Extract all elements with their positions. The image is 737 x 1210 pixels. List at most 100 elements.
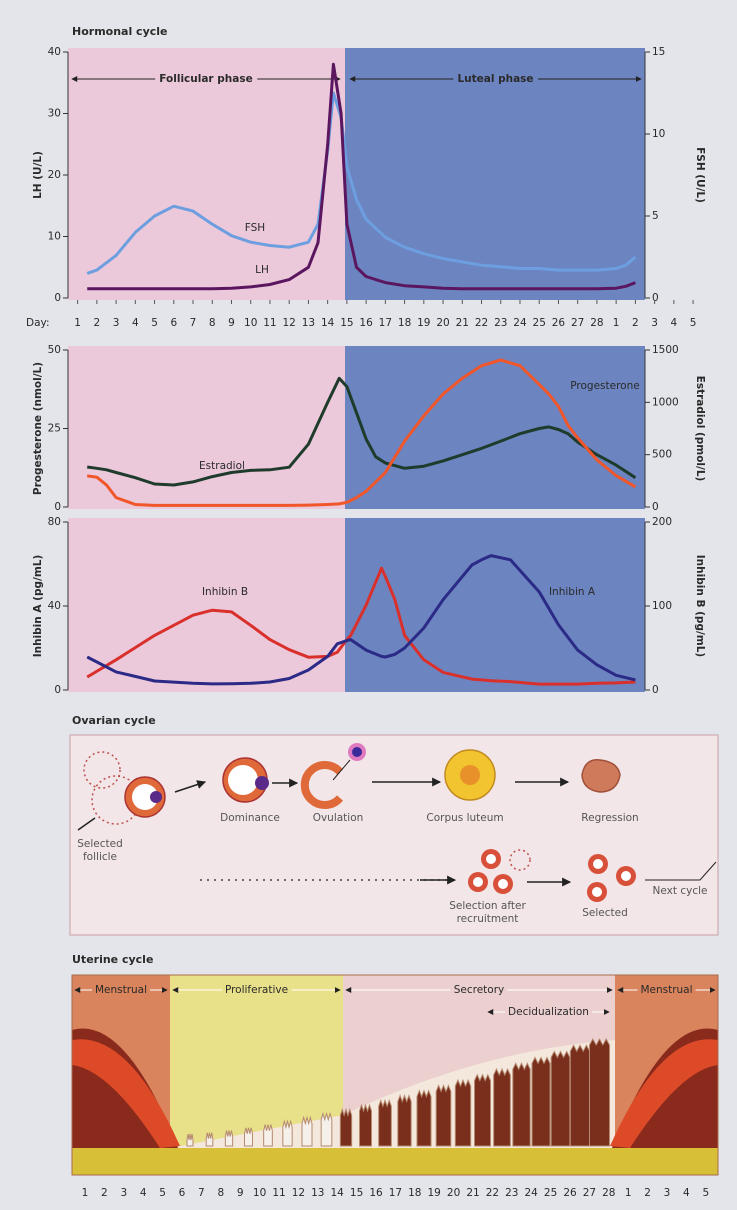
series-label: LH <box>255 264 269 276</box>
x-tick-label: 23 <box>494 317 507 329</box>
gland <box>360 1105 372 1146</box>
x-tick-label: 20 <box>436 317 449 329</box>
y-tick-label: 20 <box>48 169 61 181</box>
gland <box>245 1128 253 1146</box>
y2-tick-label: 15 <box>652 46 665 58</box>
day-label: 27 <box>583 1187 596 1199</box>
stage-label: Next cycle <box>640 885 720 898</box>
x-tick-label: 2 <box>94 317 101 329</box>
gland <box>590 1039 610 1146</box>
x-tick-label: 1 <box>74 317 81 329</box>
x-tick-label: 17 <box>379 317 392 329</box>
x-tick-label: 26 <box>552 317 566 329</box>
x-tick-label: 21 <box>456 317 469 329</box>
x-tick-label: 6 <box>170 317 177 329</box>
x-tick-label: 5 <box>690 317 697 329</box>
day-label: 8 <box>217 1187 224 1199</box>
day-label: 3 <box>664 1187 671 1199</box>
gland <box>302 1118 312 1146</box>
gland <box>321 1114 332 1146</box>
day-label: 17 <box>389 1187 402 1199</box>
phase-label: Luteal phase <box>457 73 533 85</box>
gland <box>513 1063 530 1146</box>
gland <box>283 1121 292 1146</box>
y2-tick-label: 1000 <box>652 396 679 408</box>
gland <box>417 1091 431 1146</box>
stage-label: Selected <box>570 907 640 920</box>
phase-label: Follicular phase <box>159 73 252 85</box>
x-tick-label: 19 <box>417 317 430 329</box>
gland <box>225 1130 232 1146</box>
x-tick-label: 13 <box>302 317 315 329</box>
y-tick-label: 10 <box>48 231 61 243</box>
x-tick-label: 16 <box>359 317 373 329</box>
x-tick-label: 11 <box>263 317 276 329</box>
y-tick-label: 0 <box>54 292 61 304</box>
uterine-drawing <box>72 975 718 1175</box>
section-title: Uterine cycle <box>72 953 153 966</box>
y-axis-label: Inhibin A (pg/mL) <box>32 555 44 658</box>
y-axis-label: LH (U/L) <box>32 151 44 199</box>
y2-tick-label: 10 <box>652 128 665 140</box>
day-label: 9 <box>237 1187 244 1199</box>
x-tick-label: 15 <box>340 317 353 329</box>
gland <box>264 1125 273 1146</box>
series-label: FSH <box>245 222 265 234</box>
y2-tick-label: 5 <box>652 210 659 222</box>
figure: 010203040051015LH (U/L)FSH (U/L)Hormonal… <box>0 0 737 1210</box>
day-label: 1 <box>625 1187 632 1199</box>
day-label: 21 <box>466 1187 479 1199</box>
phase-label: Proliferative <box>225 984 288 996</box>
y-tick-label: 30 <box>48 108 61 120</box>
stage-label: Selection after recruitment <box>430 900 545 926</box>
x-tick-label: 28 <box>590 317 603 329</box>
day-label: 2 <box>644 1187 651 1199</box>
section-title: Ovarian cycle <box>72 714 156 727</box>
day-label: 7 <box>198 1187 205 1199</box>
x-tick-label: 1 <box>613 317 620 329</box>
chart-title: Hormonal cycle <box>72 25 168 38</box>
y-tick-label: 50 <box>48 344 61 356</box>
gland <box>570 1045 589 1146</box>
day-label: 15 <box>350 1187 363 1199</box>
gland <box>206 1133 213 1146</box>
y2-axis-label: Estradiol (pmol/L) <box>694 376 706 482</box>
series-label: Inhibin B <box>202 586 248 598</box>
y2-tick-label: 200 <box>652 516 672 528</box>
stage-label: Corpus luteum <box>415 812 515 825</box>
phase-label: Menstrual <box>640 984 692 996</box>
day-label: 14 <box>331 1187 345 1199</box>
x-tick-label: 12 <box>282 317 295 329</box>
day-label: 26 <box>563 1187 577 1199</box>
y2-axis-label: FSH (U/L) <box>694 147 706 203</box>
y2-axis-label: Inhibin B (pg/mL) <box>694 555 706 657</box>
gland <box>532 1057 550 1146</box>
gland <box>475 1075 491 1146</box>
day-label: 5 <box>702 1187 709 1199</box>
day-label: 4 <box>683 1187 690 1199</box>
x-tick-label: 3 <box>113 317 120 329</box>
day-label: 20 <box>447 1187 460 1199</box>
day-label: 13 <box>311 1187 324 1199</box>
day-label: 10 <box>253 1187 266 1199</box>
gland <box>436 1085 451 1146</box>
y-tick-label: 0 <box>54 684 61 696</box>
phase-label: Secretory <box>454 984 505 996</box>
day-label: 24 <box>525 1187 539 1199</box>
day-label: 25 <box>544 1187 557 1199</box>
x-axis-label: Day: <box>26 317 50 329</box>
day-label: 19 <box>428 1187 441 1199</box>
x-tick-label: 7 <box>190 317 197 329</box>
panel-luteal <box>345 346 645 509</box>
day-label: 16 <box>369 1187 383 1199</box>
day-label: 5 <box>159 1187 166 1199</box>
y-tick-label: 80 <box>48 516 61 528</box>
y-tick-label: 40 <box>48 46 61 58</box>
x-tick-label: 27 <box>571 317 584 329</box>
day-label: 18 <box>408 1187 421 1199</box>
x-tick-label: 25 <box>533 317 546 329</box>
x-tick-label: 9 <box>228 317 235 329</box>
x-tick-label: 3 <box>651 317 658 329</box>
x-tick-label: 14 <box>321 317 335 329</box>
